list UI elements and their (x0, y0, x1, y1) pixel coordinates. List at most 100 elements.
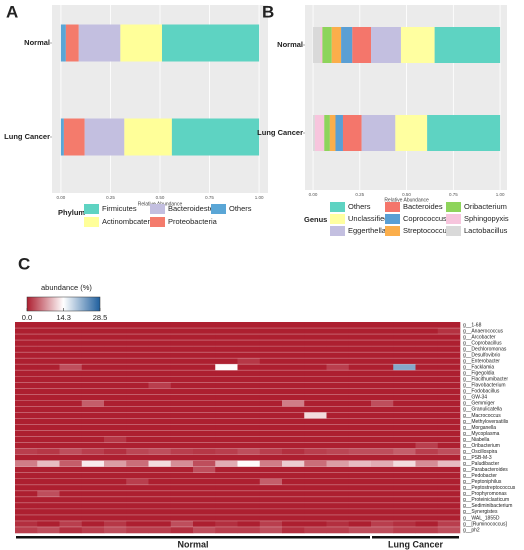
heatmap-cell (437, 490, 461, 498)
heatmap-cell (37, 364, 60, 371)
legend-label: Proteobacteria (168, 217, 218, 226)
heatmap-cell (371, 472, 394, 480)
heatmap-cell (170, 340, 194, 347)
group-label: Lung Cancer (388, 539, 444, 549)
x-tick-label: 0.50 (402, 192, 411, 197)
heatmap-cell (304, 526, 327, 534)
heatmap-cell (326, 514, 350, 522)
heatmap-cell (170, 388, 194, 395)
row-label: g__Flavobacterium (463, 383, 506, 389)
heatmap-cell (215, 394, 238, 401)
legend-key (84, 217, 99, 227)
heatmap-cell (193, 526, 216, 534)
heatmap-cell (304, 382, 327, 389)
row-label: g__GW-34 (463, 395, 487, 401)
heatmap-cell (59, 388, 83, 395)
heatmap-cell (148, 364, 172, 371)
colorbar-tick-label: 0.0 (22, 313, 32, 322)
heatmap-cell (104, 448, 127, 455)
heatmap-cell (104, 436, 127, 443)
heatmap-cell (437, 358, 461, 365)
heatmap-cell (170, 466, 194, 474)
heatmap-cell (371, 340, 394, 347)
colorbar-title: abundance (%) (41, 283, 92, 292)
heatmap-cell (170, 376, 194, 383)
heatmap-cell (193, 382, 216, 389)
heatmap-cell (215, 352, 238, 359)
heatmap-cell (215, 334, 238, 341)
heatmap-cell (348, 466, 372, 474)
heatmap-cell (148, 346, 172, 353)
legend-title: Phylum (58, 208, 85, 217)
heatmap-cell (15, 430, 38, 437)
heatmap-cell (415, 436, 439, 443)
heatmap-cell (170, 472, 194, 480)
heatmap-cell (371, 478, 394, 486)
row-label: g__Peptostreptococcus (463, 485, 516, 491)
heatmap-cell (37, 526, 60, 534)
heatmap-cell (126, 412, 149, 419)
heatmap-cell (437, 424, 461, 431)
legend-key (385, 202, 400, 212)
heatmap-cell (437, 448, 461, 455)
row-label: g__Enterobacter (463, 359, 500, 365)
heatmap-cell (215, 328, 238, 335)
heatmap-cell (81, 496, 105, 504)
heatmap-cell (371, 520, 394, 528)
heatmap-cell (304, 400, 327, 407)
heatmap-cell (215, 442, 238, 449)
heatmap-cell (259, 352, 283, 359)
heatmap-cell (393, 382, 416, 389)
heatmap-cell (437, 526, 461, 534)
heatmap-cell (15, 496, 38, 504)
heatmap-cell (326, 382, 350, 389)
heatmap-cell (104, 412, 127, 419)
heatmap-cell (348, 388, 372, 395)
heatmap-cell (59, 412, 83, 419)
heatmap-cell (371, 484, 394, 492)
heatmap-cell (81, 412, 105, 419)
heatmap-cell (393, 442, 416, 449)
heatmap-cell (81, 526, 105, 534)
row-label: g__Oscillospira (463, 449, 497, 455)
heatmap-cell (259, 424, 283, 431)
heatmap-cell (393, 460, 416, 467)
heatmap-cell (15, 466, 38, 474)
heatmap-cell (15, 442, 38, 449)
heatmap-cell (282, 412, 305, 419)
heatmap-cell (170, 394, 194, 401)
heatmap-cell (215, 430, 238, 437)
heatmap-cell (81, 352, 105, 359)
heatmap-cell (148, 382, 172, 389)
heatmap-cell (104, 418, 127, 425)
heatmap-cell (393, 502, 416, 510)
heatmap-cell (37, 334, 60, 341)
colorbar-tick-label: 14.3 (56, 313, 71, 322)
heatmap-cell (259, 496, 283, 504)
heatmap-cell (259, 460, 283, 467)
heatmap-cell (282, 448, 305, 455)
legend-key (385, 214, 400, 224)
heatmap-cell (215, 424, 238, 431)
heatmap-cell (59, 508, 83, 516)
heatmap-cell (259, 442, 283, 449)
bar-segment (352, 27, 372, 63)
heatmap-cell (37, 412, 60, 419)
heatmap-cell (259, 430, 283, 437)
heatmap-cell (126, 472, 149, 480)
heatmap-cell (371, 352, 394, 359)
row-label: g__Mycoplasma (463, 431, 500, 437)
heatmap-cell (415, 382, 439, 389)
heatmap-cell (371, 466, 394, 474)
heatmap-cell (59, 466, 83, 474)
heatmap-cell (148, 448, 172, 455)
heatmap-cell (326, 496, 350, 504)
heatmap-cell (282, 334, 305, 341)
heatmap-cell (37, 448, 60, 455)
heatmap-cell (393, 340, 416, 347)
heatmap-cell (415, 484, 439, 492)
heatmap-cell (415, 364, 439, 371)
heatmap-cell (104, 400, 127, 407)
heatmap-cell (148, 526, 172, 534)
heatmap-cell (393, 430, 416, 437)
